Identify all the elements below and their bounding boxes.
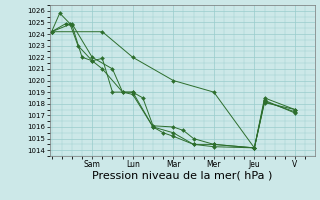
X-axis label: Pression niveau de la mer( hPa ): Pression niveau de la mer( hPa ) xyxy=(92,171,273,181)
